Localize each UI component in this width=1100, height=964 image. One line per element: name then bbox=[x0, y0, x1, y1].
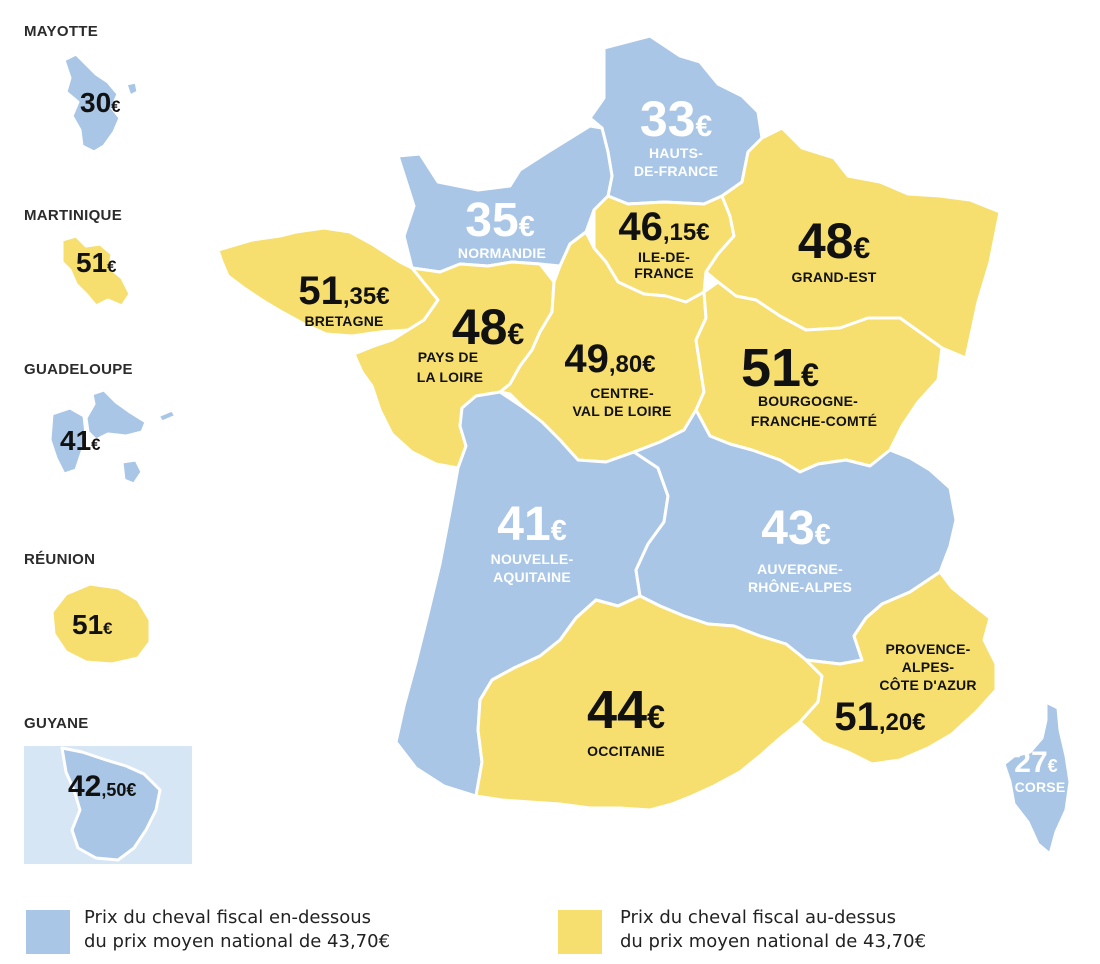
name-hauts-de-france-line1: HAUTS- bbox=[649, 145, 703, 161]
name-provence-alpes-cote-d-azur-line1: PROVENCE- bbox=[885, 641, 970, 657]
legend-text-below: Prix du cheval fiscal en-dessous du prix… bbox=[84, 906, 484, 954]
price-nouvelle-aquitaine: 41€ bbox=[497, 498, 566, 551]
label-normandie: 35€ NORMANDIE bbox=[458, 194, 546, 261]
territory-shape-mayotte bbox=[62, 52, 122, 154]
region-shape-provence-alpes-cote-d-azur bbox=[798, 570, 998, 766]
price-guyane: 42,50€ bbox=[68, 770, 136, 803]
legend-text-above: Prix du cheval fiscal au-dessus du prix … bbox=[620, 906, 1020, 954]
overseas-name-reunion: RÉUNION bbox=[24, 551, 95, 568]
label-nouvelle-aquitaine: 41€ NOUVELLE- AQUITAINE bbox=[491, 498, 574, 585]
legend-swatch-above bbox=[558, 910, 602, 954]
price-hauts-de-france: 33€ bbox=[640, 91, 713, 147]
label-auvergne-rhone-alpes: 43€ AUVERGNE- RHÔNE-ALPES bbox=[748, 502, 852, 595]
name-pays-de-la-loire-line2: LA LOIRE bbox=[417, 369, 483, 385]
legend-above-line2: du prix moyen national de 43,70€ bbox=[620, 931, 927, 952]
label-bretagne: 51,35€ BRETAGNE bbox=[298, 269, 389, 329]
label-occitanie: 44€ OCCITANIE bbox=[587, 680, 665, 759]
overseas-price-labels: 30€ 51€ 41€ 51€ 42,50€ bbox=[60, 87, 136, 803]
region-labels: 33€ HAUTS- DE-FRANCE 35€ NORMANDIE 46,15… bbox=[298, 91, 1065, 795]
price-pays-de-la-loire: 48€ bbox=[452, 299, 525, 355]
name-auvergne-rhone-alpes-line1: AUVERGNE- bbox=[757, 561, 843, 577]
price-mayotte: 30€ bbox=[80, 87, 121, 118]
name-occitanie: OCCITANIE bbox=[587, 743, 665, 759]
territory-shape-guyane bbox=[60, 746, 162, 862]
label-centre-val-de-loire: 49,80€ CENTRE- VAL DE LOIRE bbox=[564, 337, 671, 419]
price-grand-est: 48€ bbox=[798, 213, 871, 269]
label-pays-de-la-loire: 48€ PAYS DE LA LOIRE bbox=[417, 299, 525, 385]
overseas-name-guadeloupe: GUADELOUPE bbox=[24, 361, 133, 378]
legend-above-line1: Prix du cheval fiscal au-dessus bbox=[620, 907, 896, 928]
name-nouvelle-aquitaine-line1: NOUVELLE- bbox=[491, 551, 574, 567]
territory-shape-mayotte-islet bbox=[124, 80, 140, 98]
territory-shape-guadeloupe-east bbox=[84, 388, 148, 442]
name-provence-alpes-cote-d-azur-line3: CÔTE D'AZUR bbox=[879, 676, 976, 693]
name-corse: CORSE bbox=[1015, 779, 1066, 795]
label-corse: 27€ CORSE bbox=[1014, 746, 1065, 795]
name-nouvelle-aquitaine-line2: AQUITAINE bbox=[493, 569, 571, 585]
territory-shape-guadeloupe-islet bbox=[120, 458, 144, 486]
price-occitanie: 44€ bbox=[587, 680, 665, 740]
label-provence-alpes-cote-d-azur: PROVENCE- ALPES- CÔTE D'AZUR 51,20€ bbox=[834, 641, 976, 739]
label-hauts-de-france: 33€ HAUTS- DE-FRANCE bbox=[634, 91, 718, 179]
territory-shape-reunion bbox=[50, 582, 152, 666]
name-pays-de-la-loire-line1: PAYS DE bbox=[418, 349, 479, 365]
price-guadeloupe: 41€ bbox=[60, 425, 101, 456]
name-auvergne-rhone-alpes-line2: RHÔNE-ALPES bbox=[748, 578, 852, 595]
name-hauts-de-france-line2: DE-FRANCE bbox=[634, 163, 718, 179]
name-ile-de-france-line2: FRANCE bbox=[634, 265, 694, 281]
territory-shape-guadeloupe-west bbox=[48, 406, 88, 476]
region-shape-corse bbox=[1002, 700, 1072, 856]
price-bretagne: 51,35€ bbox=[298, 269, 389, 313]
name-provence-alpes-cote-d-azur-line2: ALPES- bbox=[902, 659, 955, 675]
name-centre-val-de-loire-line1: CENTRE- bbox=[590, 385, 654, 401]
price-auvergne-rhone-alpes: 43€ bbox=[761, 502, 830, 555]
legend-below-line2: du prix moyen national de 43,70€ bbox=[84, 931, 391, 952]
name-bourgogne-franche-comte-line1: BOURGOGNE- bbox=[758, 393, 858, 409]
price-reunion: 51€ bbox=[72, 609, 113, 640]
name-ile-de-france-line1: ILE-DE- bbox=[638, 249, 690, 265]
name-bourgogne-franche-comte-line2: FRANCHE-COMTÉ bbox=[751, 413, 877, 429]
price-provence-alpes-cote-d-azur: 51,20€ bbox=[834, 695, 925, 739]
price-martinique: 51€ bbox=[76, 247, 117, 278]
territory-shape-martinique bbox=[60, 234, 132, 308]
overseas-territories: MAYOTTE MARTINIQUE GUADELOUPE RÉUNION GU… bbox=[24, 23, 192, 864]
label-grand-est: 48€ GRAND-EST bbox=[791, 213, 876, 285]
overseas-name-mayotte: MAYOTTE bbox=[24, 23, 98, 40]
name-bretagne: BRETAGNE bbox=[304, 313, 383, 329]
legend-swatch-below bbox=[26, 910, 70, 954]
overseas-name-martinique: MARTINIQUE bbox=[24, 207, 122, 224]
name-centre-val-de-loire-line2: VAL DE LOIRE bbox=[572, 403, 671, 419]
price-corse: 27€ bbox=[1014, 746, 1057, 779]
label-ile-de-france: 46,15€ ILE-DE- FRANCE bbox=[618, 205, 709, 281]
price-ile-de-france: 46,15€ bbox=[618, 205, 709, 249]
name-grand-est: GRAND-EST bbox=[791, 269, 876, 285]
price-bourgogne-franche-comte: 51€ bbox=[741, 338, 819, 398]
legend-below-line1: Prix du cheval fiscal en-dessous bbox=[84, 907, 372, 928]
label-bourgogne-franche-comte: 51€ BOURGOGNE- FRANCHE-COMTÉ bbox=[741, 338, 877, 429]
territory-shape-guadeloupe-desirade bbox=[156, 408, 178, 424]
overseas-name-guyane: GUYANE bbox=[24, 715, 89, 732]
mainland-regions bbox=[216, 34, 1072, 856]
price-centre-val-de-loire: 49,80€ bbox=[564, 337, 655, 381]
name-normandie: NORMANDIE bbox=[458, 245, 546, 261]
price-normandie: 35€ bbox=[465, 194, 534, 247]
